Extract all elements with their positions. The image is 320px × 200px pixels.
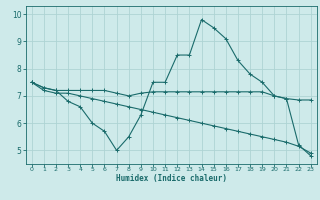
X-axis label: Humidex (Indice chaleur): Humidex (Indice chaleur) — [116, 174, 227, 183]
